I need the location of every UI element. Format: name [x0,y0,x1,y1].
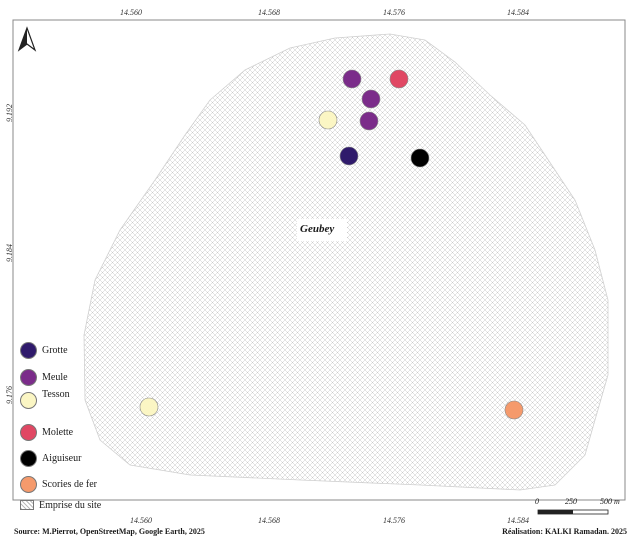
left-tick-label: 9.176 [5,386,14,404]
legend-swatch [20,475,37,493]
map-point-meule [359,111,379,131]
left-tick-label: 9.184 [5,244,14,262]
top-tick-label: 14.568 [258,8,280,17]
legend-label: Tesson [42,388,70,400]
map-point-grotte [339,146,359,166]
bottom-tick-label: 14.568 [258,516,280,525]
legend-label: Molette [42,426,74,438]
map-point-scories-de-fer [504,400,524,420]
legend-label: Grotte [42,344,68,356]
top-tick-label: 14.576 [383,8,405,17]
map-point-meule [361,89,381,109]
legend-label: Emprise du site [39,499,102,511]
legend-hatch-swatch [20,500,34,510]
scale-label: 250 [565,497,577,506]
legend-item-grotte: Grotte [20,340,68,360]
site-extent-polygon [83,33,609,491]
map-point-tesson [318,110,338,130]
top-tick-label: 14.560 [120,8,142,17]
points-layer [139,69,524,420]
left-tick-label: 9.192 [5,104,14,122]
scale-bar [537,509,609,515]
map-point-tesson [139,397,159,417]
site-name-label: Geubey [300,223,335,235]
site-label-halo [297,219,347,241]
map-point-meule [342,69,362,89]
scale-label: 500 m [600,497,620,506]
legend-item-molette: Molette [20,422,73,442]
legend-item-tesson: Tesson [20,388,70,410]
bottom-tick-label: 14.584 [507,516,529,525]
north-arrow-icon [17,26,37,52]
legend-swatch [20,449,37,467]
legend-label: Aiguiseur [42,452,82,464]
legend-item-aiguiseur: Aiguiseur [20,448,81,468]
source-credit: Source: M.Pierrot, OpenStreetMap, Google… [14,527,205,536]
legend-item-meule: Meule [20,367,68,387]
legend-swatch [20,368,37,386]
legend-item-scories: Scories de fer [20,474,97,494]
legend-swatch [20,341,37,359]
legend-item-emprise: Emprise du site [20,495,101,515]
legend-swatch [20,391,37,409]
scale-label: 0 [535,497,539,506]
bottom-tick-label: 14.560 [130,516,152,525]
top-tick-label: 14.584 [507,8,529,17]
author-credit: Réalisation: KALKI Ramadan. 2025 [502,527,627,536]
map-point-aiguiseur [410,148,430,168]
legend-label: Scories de fer [42,478,97,490]
bottom-tick-label: 14.576 [383,516,405,525]
map-point-molette [389,69,409,89]
legend-swatch [20,423,37,441]
legend-label: Meule [42,371,68,383]
